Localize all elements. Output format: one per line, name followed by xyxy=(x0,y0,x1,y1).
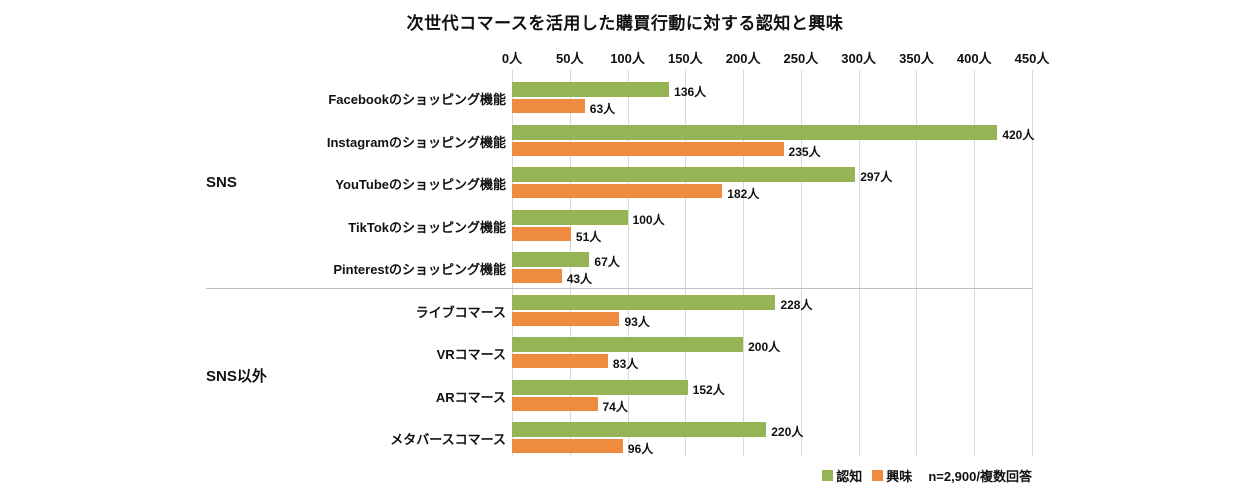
bar-value-label: 228人 xyxy=(780,297,813,312)
chart-title: 次世代コマースを活用した購買行動に対する認知と興味 xyxy=(406,14,844,33)
bar-value-label: 297人 xyxy=(860,170,893,184)
gridline xyxy=(627,70,629,456)
category-label: ARコマース xyxy=(435,389,506,405)
bar-value-label: 74人 xyxy=(602,399,628,414)
gridline xyxy=(685,70,687,456)
bar-value-label: 51人 xyxy=(575,229,602,244)
interest-bar xyxy=(512,439,623,453)
axis-tick-label: 250人 xyxy=(783,51,819,66)
bar-value-label: 200人 xyxy=(748,340,781,354)
category-label: TikTokのショッピング機能 xyxy=(348,219,506,235)
interest-bar xyxy=(512,141,784,156)
bar-value-label: 152人 xyxy=(692,382,725,397)
axis-tick-label: 300人 xyxy=(841,51,877,66)
axis-tick-label: 400人 xyxy=(956,51,992,66)
group-divider-line xyxy=(206,287,1032,289)
axis-tick-label: 0人 xyxy=(501,51,523,66)
bar-value-label: 100人 xyxy=(632,212,665,227)
awareness-bar xyxy=(512,82,670,97)
bar-value-label: 93人 xyxy=(624,314,650,329)
awareness-bar xyxy=(512,337,744,352)
legend-swatch-awareness xyxy=(822,470,834,481)
sample-size-note: n=2,900/複数回答 xyxy=(928,469,1032,484)
awareness-bar xyxy=(512,167,856,182)
axis-tick-label: 200人 xyxy=(725,51,761,66)
category-label: Facebookのショッピング機能 xyxy=(328,92,506,107)
category-label: Pinterestのショッピング機能 xyxy=(333,262,506,277)
bar-value-label: 83人 xyxy=(612,357,639,371)
category-label: ライブコマース xyxy=(415,304,506,320)
axis-tick-label: 100人 xyxy=(610,51,645,66)
awareness-bar xyxy=(512,209,628,225)
gridline xyxy=(916,70,918,456)
gridline xyxy=(743,70,745,456)
bar-value-label: 136人 xyxy=(674,85,707,99)
bar-value-label: 43人 xyxy=(566,272,593,286)
legend-items: 認知 興味 xyxy=(822,466,922,485)
awareness-bar xyxy=(512,379,688,395)
axis-tick-label: 450人 xyxy=(1014,51,1050,66)
interest-bar xyxy=(512,354,608,368)
bar-value-label: 420人 xyxy=(1002,127,1035,142)
awareness-bar xyxy=(512,124,998,140)
axis-tick-label: 150人 xyxy=(667,51,703,66)
group-label: SNS以外 xyxy=(206,367,267,385)
legend-label: 認知 xyxy=(836,469,863,484)
category-label: YouTubeのショッピング機能 xyxy=(335,177,506,192)
gridline xyxy=(858,70,860,456)
awareness-bar xyxy=(512,252,590,267)
interest-bar xyxy=(512,311,620,326)
bar-value-label: 220人 xyxy=(771,425,804,439)
interest-bar xyxy=(512,226,571,241)
gridline xyxy=(800,70,802,456)
interest-bar xyxy=(512,396,598,411)
legend-swatch-interest xyxy=(872,470,884,481)
chart-legend: 認知 興味 n=2,900/複数回答 xyxy=(822,466,1032,485)
bar-value-label: 96人 xyxy=(627,442,654,456)
legend-item-awareness: 認知 xyxy=(822,466,862,485)
axis-tick-label: 350人 xyxy=(899,51,934,66)
interest-bar xyxy=(512,184,723,198)
category-label: Instagramのショッピング機能 xyxy=(326,134,506,150)
group-label: SNS xyxy=(206,173,237,191)
category-label: メタバースコマース xyxy=(390,432,506,447)
interest-bar xyxy=(512,269,562,283)
axis-tick-label: 50人 xyxy=(556,51,584,66)
bar-value-label: 182人 xyxy=(727,187,760,201)
legend-item-interest: 興味 xyxy=(872,466,912,485)
category-label: VRコマース xyxy=(436,347,506,362)
awareness-bar xyxy=(512,294,776,310)
awareness-bar xyxy=(512,422,767,437)
bar-value-label: 67人 xyxy=(594,255,620,269)
bar-value-label: 235人 xyxy=(788,144,821,159)
gridline xyxy=(1032,70,1033,456)
gridline xyxy=(974,70,976,456)
interest-bar xyxy=(512,99,585,113)
legend-label: 興味 xyxy=(886,469,913,484)
bar-value-label: 63人 xyxy=(589,102,616,116)
